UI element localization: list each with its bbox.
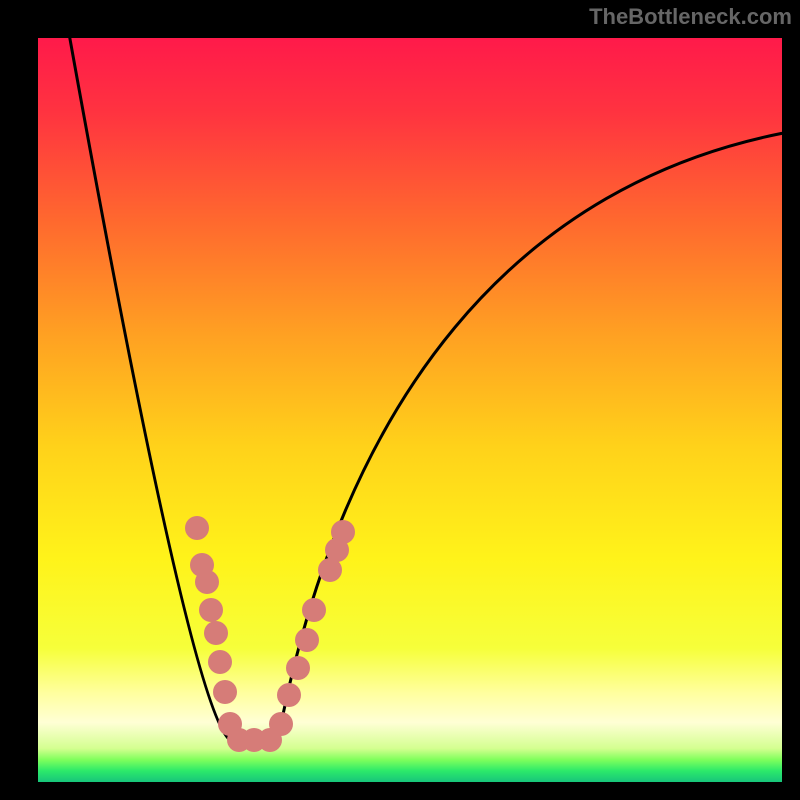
data-point: [199, 598, 223, 622]
data-point: [208, 650, 232, 674]
data-point: [286, 656, 310, 680]
data-point: [302, 598, 326, 622]
data-point: [204, 621, 228, 645]
data-point: [269, 712, 293, 736]
watermark-text: TheBottleneck.com: [589, 4, 792, 30]
data-point: [277, 683, 301, 707]
data-point: [213, 680, 237, 704]
data-point: [295, 628, 319, 652]
data-point: [195, 570, 219, 594]
data-point: [185, 516, 209, 540]
data-points-layer: [38, 38, 782, 782]
plot-area: [38, 38, 782, 782]
data-point: [331, 520, 355, 544]
